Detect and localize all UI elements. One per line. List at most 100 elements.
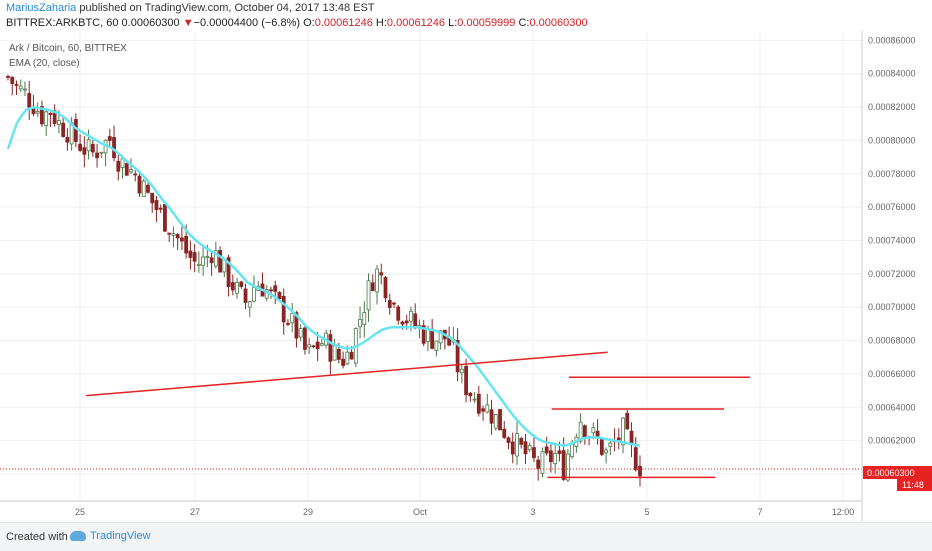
candle-body [90,143,95,153]
price-value: 0.00060300 [121,17,180,29]
candle-body [158,207,163,210]
candle-body [188,250,193,258]
candle-body [124,163,129,176]
author-link[interactable]: MariusZaharia [6,2,77,14]
footer: Created with TradingView [0,522,932,551]
candle-body [281,296,286,323]
candle-body [184,235,189,254]
candle-body [544,446,549,454]
candle-body [167,232,172,235]
candle-body [370,282,375,291]
candle-body [277,291,282,300]
price-tick-label: 0.00074000 [868,235,916,245]
candle-body [464,365,468,395]
tradingview-logo[interactable]: TradingView [70,530,151,542]
candle-body [235,282,239,294]
price-tick-label: 0.00070000 [868,302,916,312]
time-axis[interactable]: 25 27 29 Oct 3 5 7 12:00 [75,507,854,517]
candle-body [273,285,278,292]
candle-body [438,330,443,344]
candle-body [56,120,61,125]
time-tick-label: 5 [644,507,649,517]
candle-body [141,180,146,198]
candle-body [515,433,519,457]
candle-body [485,404,490,413]
candle-body [175,234,180,239]
candle-body [315,341,320,350]
price-tick-label: 0.00082000 [868,102,916,112]
candle-body [582,425,587,438]
candle-body [146,184,150,193]
created-with-text: Created with [6,531,68,543]
candle-body [498,409,502,431]
candle-body [409,310,413,322]
candle-body [362,312,367,325]
candle-body [638,465,642,477]
candle-body [375,268,379,293]
candle-body [336,348,341,360]
down-arrow-icon: ▼ [182,17,194,29]
countdown-text: 11:48 [902,480,924,490]
candle-body [269,289,273,292]
candle-body [298,328,303,338]
price-chart[interactable]: 0.00086000 0.00084000 0.00082000 0.00080000… [0,31,932,522]
candle-body [247,301,252,308]
time-tick-label: 12:00 [832,507,855,517]
last-price-badge: 0.00060300 11:48 [863,466,932,491]
candle-body [536,459,541,469]
candle-body [116,160,121,172]
candle-body [35,111,40,114]
chart-title: Ark / Bitcoin, 60, BITTREX [9,43,127,54]
candle-body [599,437,604,455]
candle-body [527,445,532,451]
candle-body [493,414,498,429]
candle-body [383,277,388,299]
ohlc-line: BITTREX:ARKBTC, 60 0.00060300 ▼−0.000044… [6,17,588,29]
candle-body [625,412,630,430]
open-value: 0.00061246 [314,17,373,29]
candle-body [519,438,524,445]
price-tick-label: 0.00062000 [868,436,916,446]
candle-body [239,281,244,287]
candle-body [565,453,570,481]
candle-body [209,257,214,264]
price-tick-label: 0.00084000 [868,69,916,79]
candle-body [27,93,32,108]
candle-body [213,250,218,267]
candle-body [379,272,384,276]
candle-body [476,393,481,414]
publish-line: MariusZaharia published on TradingView.c… [6,2,375,14]
low-label: L: [448,17,458,29]
candle-body [286,323,290,325]
candle-body [133,173,138,176]
price-tick-label: 0.00066000 [868,369,916,379]
candle-body [358,319,362,328]
open-label: O: [303,17,315,29]
trendlines [86,351,750,479]
candle-body [549,450,553,463]
price-axis[interactable]: 0.00086000 0.00084000 0.00082000 0.00080000… [868,35,916,479]
close-label: C: [518,17,530,29]
candle-body [294,312,299,339]
candle-body [303,327,307,350]
candle-body [349,351,354,360]
candle-body [332,345,337,361]
grid [0,31,862,501]
close-value: 0.00060300 [529,17,588,29]
candle-body [82,147,87,155]
candle-body [48,112,53,115]
candle-body [506,437,511,443]
candle-body [154,200,159,210]
price-tick-label: 0.00086000 [868,35,916,45]
candle-body [201,256,206,266]
change-value: −0.00004400 (−6.8%) [193,17,301,29]
candle-body [400,321,405,325]
candle-body [218,250,222,273]
candle-body [345,351,350,365]
candle-body [404,320,409,324]
candle-body [540,451,545,474]
candle-body [621,417,625,446]
plot-background [0,31,862,519]
candle-body [196,263,201,266]
candle-body [434,340,439,351]
